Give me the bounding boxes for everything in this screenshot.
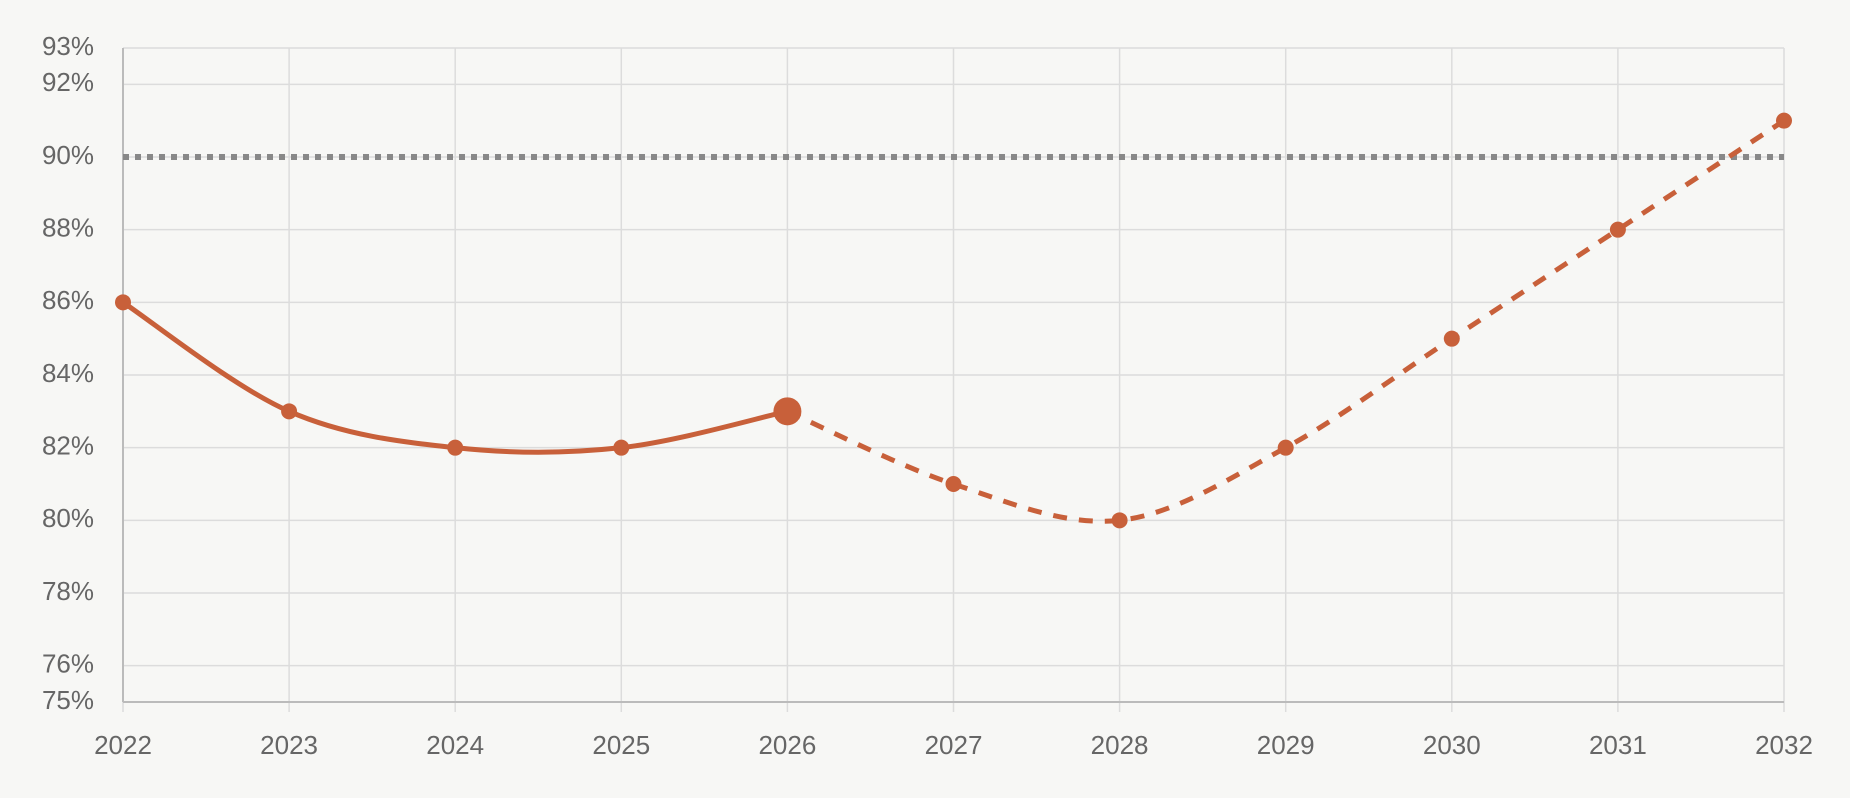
x-tick-label: 2032 — [1755, 730, 1813, 760]
y-tick-label: 80% — [42, 503, 94, 533]
data-point — [1443, 330, 1460, 347]
y-tick-label: 90% — [42, 140, 94, 170]
x-tick-label: 2028 — [1091, 730, 1149, 760]
data-point — [1776, 112, 1792, 129]
data-point — [115, 294, 131, 311]
y-tick-label: 75% — [42, 685, 94, 715]
x-tick-label: 2027 — [925, 730, 983, 760]
data-point — [447, 439, 464, 456]
data-point — [281, 403, 298, 420]
data-point — [613, 439, 630, 456]
data-point — [779, 403, 796, 420]
y-tick-label: 88% — [42, 213, 94, 243]
data-point — [945, 476, 962, 492]
y-tick-label: 82% — [42, 431, 94, 461]
data-point — [1111, 512, 1128, 529]
data-point — [1277, 439, 1294, 456]
y-tick-label: 93% — [42, 31, 94, 61]
x-tick-label: 2026 — [758, 730, 816, 760]
x-tick-label: 2029 — [1257, 730, 1315, 760]
y-tick-label: 84% — [42, 358, 94, 388]
y-tick-label: 78% — [42, 576, 94, 606]
x-tick-label: 2023 — [260, 730, 318, 760]
x-tick-label: 2031 — [1589, 730, 1647, 760]
x-tick-label: 2022 — [94, 730, 152, 760]
x-tick-label: 2025 — [592, 730, 650, 760]
x-tick-label: 2030 — [1423, 730, 1481, 760]
y-tick-label: 86% — [42, 285, 94, 315]
y-tick-label: 92% — [42, 67, 94, 97]
x-tick-label: 2024 — [426, 730, 484, 760]
y-tick-label: 76% — [42, 649, 94, 679]
data-point — [1609, 221, 1626, 238]
